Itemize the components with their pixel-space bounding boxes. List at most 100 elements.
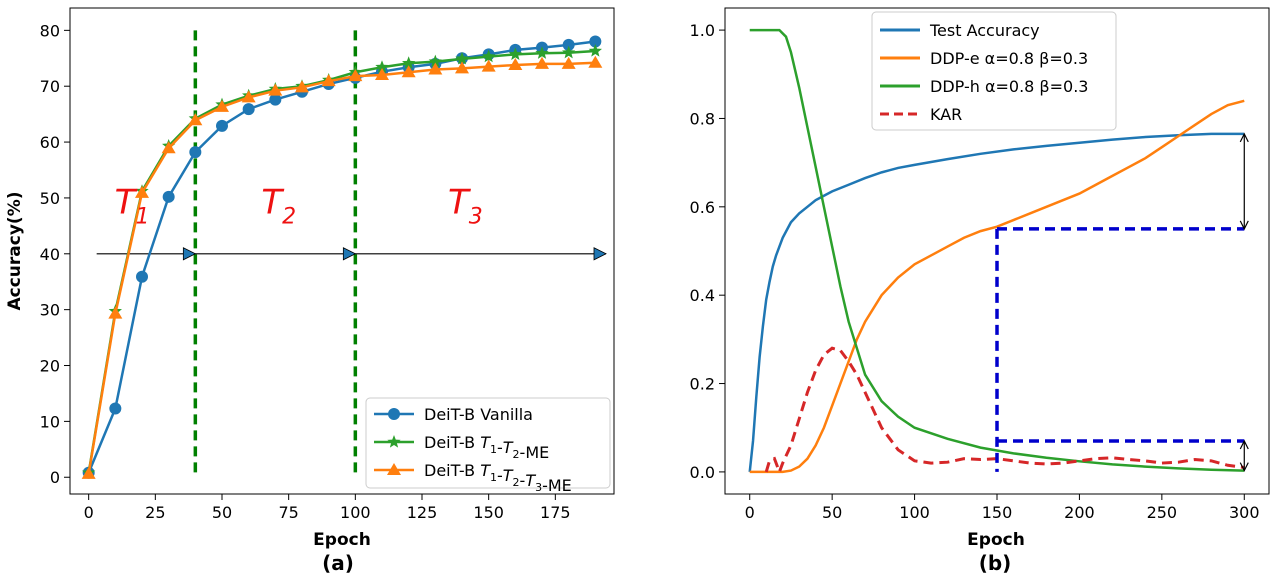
data-point-circle [216, 119, 228, 132]
legend-t: T [480, 433, 491, 452]
lower-gap-arrow-head-top [1239, 439, 1249, 450]
legend-prefix: DeiT-B [424, 433, 480, 452]
phase-label: T3 [448, 183, 483, 230]
panel-1-y-tick-label: 0.0 [690, 463, 715, 482]
data-point-triangle [81, 466, 96, 479]
panel-1-y-tick-label: 0.4 [690, 286, 715, 305]
panel-0-x-tick-label: 25 [145, 503, 165, 522]
data-point-star [508, 47, 522, 61]
lower-gap-arrow-head-bottom [1239, 462, 1249, 472]
data-point-circle [162, 190, 175, 203]
legend-prefix: DeiT-B [424, 405, 480, 424]
legend-t: T [525, 471, 536, 490]
panel-0-y-tick-label: 50 [40, 189, 60, 208]
panel-1-y-tick-label: 1.0 [690, 21, 715, 40]
series-line-3 [764, 346, 1245, 477]
data-point-triangle [348, 69, 363, 82]
panel-a-ticks: 0 25 50 75 100 125 150 175 0 10 20 30 40 50 60 70 80 [40, 21, 571, 522]
panel-0-y-tick-label: 30 [40, 301, 60, 320]
legend-t: T [503, 466, 514, 485]
data-point-triangle [508, 57, 523, 70]
panel-0-y-tick-label: 20 [40, 357, 60, 376]
panel-b-x-axis-label: Epoch [967, 530, 1025, 550]
panel-b-legend: Test Accuracy DDP-e α=0.8 β=0.3 DDP-h α=0.… [871, 11, 1117, 131]
legend-label: Vanilla [480, 405, 533, 424]
legend-entry: Test Accuracy [929, 21, 1040, 40]
data-point-triangle [535, 56, 549, 69]
data-point-triangle [455, 61, 469, 74]
panel-b-legend-frame [871, 11, 1117, 131]
legend-entry: KAR [930, 105, 962, 124]
data-point-star [562, 45, 576, 59]
panel-a-legend-frame [365, 397, 611, 489]
data-point-triangle [215, 99, 229, 112]
data-point-triangle [135, 185, 149, 198]
phase-label-sub: 1 [135, 205, 149, 230]
legend-t: T [503, 438, 514, 457]
series-line-2 [749, 28, 1245, 472]
panel-0-x-tick-label: 75 [278, 503, 298, 522]
panel-b-label: (b) [979, 551, 1012, 575]
data-point-star [482, 49, 496, 63]
legend-suffix: ME [548, 476, 572, 495]
data-point-triangle [588, 55, 603, 68]
panel-b-series [748, 28, 1245, 477]
timeline-arrow-head [342, 247, 357, 261]
panel-0-x-tick-label: 0 [84, 503, 94, 522]
legend-sub: 2 [513, 476, 520, 489]
phase-label-base: T [115, 183, 138, 223]
data-point-circle [562, 38, 575, 51]
data-point-circle [136, 270, 148, 283]
phase-label-sub: 2 [282, 205, 296, 230]
panel-1-x-tick-label: 100 [899, 503, 930, 522]
data-point-circle [589, 35, 602, 48]
phase-label: T2 [261, 183, 296, 230]
panel-a-timeline-arrow [96, 247, 607, 261]
panel-1-x-tick-label: 200 [1064, 503, 1095, 522]
legend-sep: - [520, 443, 526, 462]
panel-1-x-tick-label: 0 [745, 503, 755, 522]
legend-sub: 1 [490, 443, 497, 456]
panel-1-y-tick-label: 0.2 [690, 375, 715, 394]
legend-sep: - [542, 476, 548, 495]
legend-sep: - [520, 471, 526, 490]
panel-b-ticks: 0 50 100 150 200 250 300 0.0 0.2 0.4 0.6 0.8 1.0 [690, 21, 1260, 522]
data-point-triangle [321, 74, 336, 87]
data-point-triangle [295, 80, 309, 93]
panel-0-y-tick-label: 70 [40, 77, 60, 96]
panel-a-label: (a) [322, 551, 354, 575]
panel-1-y-tick-label: 0.6 [690, 198, 715, 217]
panel-1-x-tick-label: 300 [1229, 503, 1260, 522]
phase-label-base: T [261, 183, 284, 223]
data-point-circle [189, 146, 202, 159]
data-point-triangle [161, 141, 176, 154]
panel-0-x-tick-label: 150 [473, 503, 504, 522]
panel-a-series [81, 35, 603, 479]
upper-gap-arrow-head-top [1239, 132, 1249, 143]
panel-0-y-tick-label: 60 [40, 133, 60, 152]
legend-sub: 1 [490, 471, 497, 484]
data-point-triangle [428, 62, 443, 75]
data-point-circle [269, 93, 282, 106]
legend-sub: 3 [535, 481, 542, 494]
panel-0-y-tick-label: 80 [40, 21, 60, 40]
timeline-arrow-head [593, 247, 607, 261]
legend-entry: DDP-h α=0.8 β=0.3 [930, 77, 1088, 96]
data-point-triangle [561, 56, 576, 69]
panel-0-x-tick-label: 175 [540, 503, 571, 522]
legend-sep: - [497, 438, 503, 457]
data-point-star [375, 60, 389, 73]
legend-sep: - [497, 466, 503, 485]
data-point-triangle [481, 59, 496, 72]
data-point-triangle [401, 65, 416, 78]
legend-entry: DeiT-B T1-T2-ME [424, 433, 549, 462]
data-point-triangle [241, 90, 256, 103]
data-point-triangle [188, 113, 203, 126]
data-point-star [428, 54, 442, 68]
phase-label-sub: 3 [469, 205, 483, 230]
series-line-star [87, 49, 596, 473]
series-line-0 [748, 132, 1245, 473]
panel-1-x-tick-label: 50 [822, 503, 842, 522]
